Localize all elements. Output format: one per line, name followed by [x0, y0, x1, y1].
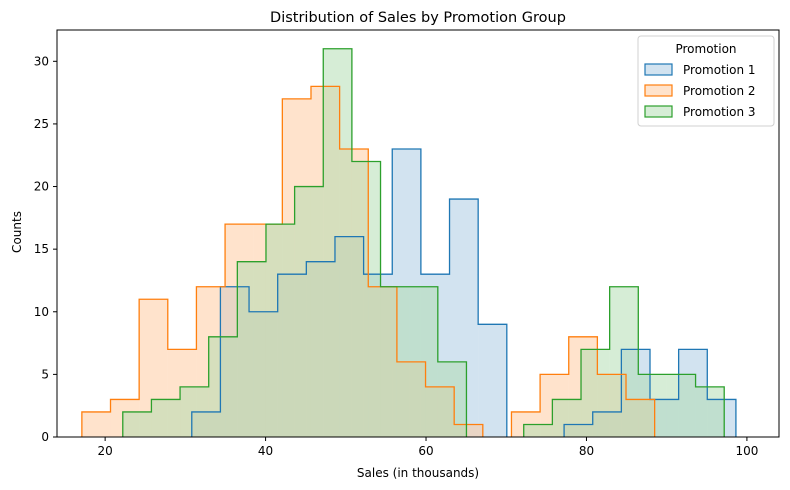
- bar-promotion-3: [695, 386, 725, 437]
- bar-promotion-3: [323, 48, 352, 438]
- series-3: [122, 48, 725, 438]
- plot-frame: [56, 29, 780, 438]
- legend-title: Promotion: [675, 42, 736, 56]
- bar-promotion-3: [581, 349, 610, 437]
- bar-promotion-3: [523, 424, 553, 437]
- y-tick-label: 0: [41, 430, 49, 444]
- bar-promotion-3: [237, 261, 266, 437]
- y-tick-label: 25: [34, 117, 49, 131]
- legend-frame: [637, 35, 775, 127]
- legend-swatch-promotion-1: [644, 63, 673, 76]
- legend-label-promotion-1: Promotion 1: [683, 63, 756, 77]
- bar-promotion-3: [208, 336, 238, 437]
- bar-promotion-3: [609, 286, 639, 437]
- bar-promotion-3: [638, 374, 667, 437]
- series-layer: [81, 48, 737, 438]
- y-tick-label: 30: [34, 54, 49, 68]
- bar-promotion-3: [122, 411, 152, 437]
- x-tick-label: 20: [97, 444, 112, 458]
- y-axis-label: Counts: [10, 211, 24, 253]
- outline-promotion-2: [81, 85, 656, 437]
- bar-promotion-3: [351, 161, 381, 437]
- axes-layer: 20 40 60 80 100 0 5 10 15 20 25 30: [34, 29, 780, 458]
- legend-items: Promotion 1 Promotion 2 Promotion 3: [644, 63, 756, 119]
- y-tick-label: 15: [34, 242, 49, 256]
- x-tick-label: 100: [735, 444, 758, 458]
- x-tick-label: 40: [258, 444, 273, 458]
- bar-promotion-3: [294, 186, 324, 437]
- x-tick-label: 60: [418, 444, 433, 458]
- bar-promotion-3: [666, 374, 696, 437]
- bar-promotion-3: [265, 224, 295, 437]
- bar-promotion-3: [552, 399, 582, 437]
- bar-promotion-2: [81, 411, 111, 437]
- y-tick-label: 10: [34, 305, 49, 319]
- outline-promotion-3: [122, 48, 725, 437]
- bar-promotion-1: [478, 324, 507, 437]
- legend-swatch-promotion-3: [644, 105, 673, 118]
- x-axis-label: Sales (in thousands): [357, 466, 479, 480]
- chart-title: Distribution of Sales by Promotion Group: [270, 10, 566, 26]
- legend-label-promotion-3: Promotion 3: [683, 105, 756, 119]
- bar-promotion-3: [151, 399, 181, 437]
- legend-label-promotion-2: Promotion 2: [683, 84, 756, 98]
- legend-swatch-promotion-2: [644, 84, 673, 97]
- x-tick-label: 80: [579, 444, 594, 458]
- y-tick-label: 5: [41, 367, 49, 381]
- y-tick-label: 20: [34, 180, 49, 194]
- bar-promotion-3: [437, 361, 467, 437]
